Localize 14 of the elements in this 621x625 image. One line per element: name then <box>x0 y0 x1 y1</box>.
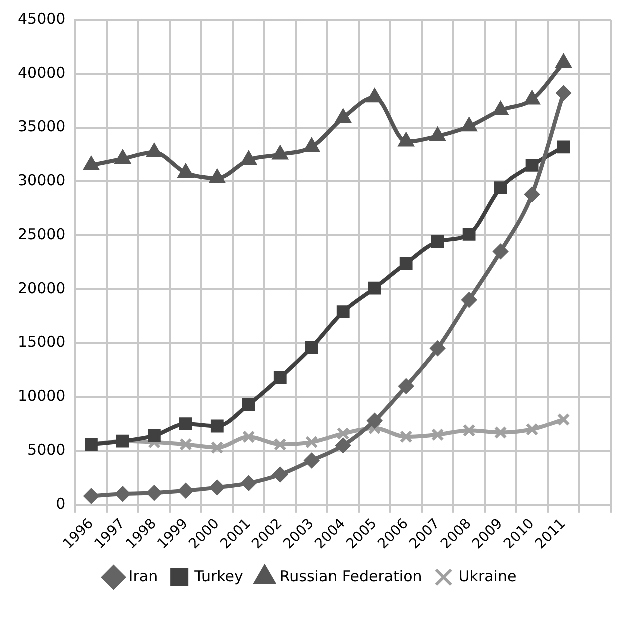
legend-label: Iran <box>128 567 158 586</box>
y-tick-label: 45000 <box>18 10 66 28</box>
y-tick-label: 30000 <box>18 172 66 190</box>
y-tick-label: 5000 <box>28 440 66 459</box>
y-tick-label: 0 <box>56 494 66 513</box>
y-tick-label: 40000 <box>18 64 66 82</box>
y-tick-label: 15000 <box>18 333 66 352</box>
y-tick-label: 10000 <box>18 387 66 406</box>
legend-label: Ukraine <box>458 567 517 586</box>
legend-label: Turkey <box>194 567 244 586</box>
y-tick-label: 35000 <box>18 118 66 136</box>
y-tick-label: 20000 <box>18 279 66 298</box>
legend-label: Russian Federation <box>280 567 422 586</box>
y-tick-label: 25000 <box>18 225 66 244</box>
